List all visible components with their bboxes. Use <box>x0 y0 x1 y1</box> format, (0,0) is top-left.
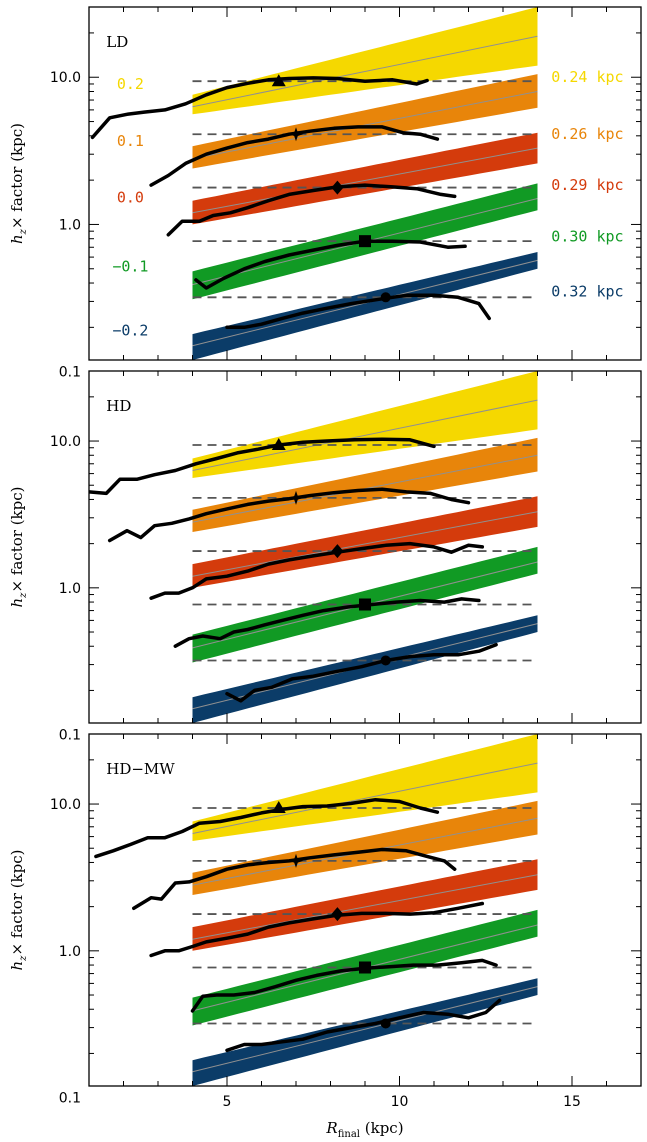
band-orange <box>192 800 538 895</box>
y-tick-label: 10.0 <box>50 70 81 86</box>
profile-line-4 <box>190 958 498 1013</box>
marker-square <box>359 235 371 248</box>
y-axis-label: hz× factor (kpc) <box>8 850 29 971</box>
x-tick-label: 10 <box>391 1094 409 1110</box>
band-midline-red <box>192 874 538 940</box>
y-axis-label: hz× factor (kpc) <box>8 487 29 608</box>
marker-diamond <box>331 544 344 559</box>
y-axis-label-var: h <box>8 961 26 971</box>
y-tick-label: 10.0 <box>50 434 81 450</box>
band-label-right: 0.29 kpc <box>551 176 623 194</box>
band-midline-orange <box>192 91 538 160</box>
profile-line-1 <box>94 797 440 859</box>
band-label-left: −0.2 <box>112 322 148 340</box>
x-axis-label-unit: (kpc) <box>360 1119 404 1137</box>
profile-line-5 <box>225 998 502 1053</box>
band-midline-red <box>192 147 538 214</box>
profile-line-2 <box>132 847 457 911</box>
profile-line-3 <box>149 541 485 600</box>
marker-star <box>289 490 303 505</box>
y-tick-label: 0.1 <box>59 365 81 381</box>
profile-line-2 <box>107 487 471 543</box>
y-axis-label-sub: z <box>18 592 29 599</box>
marker-star <box>289 127 303 142</box>
x-tick-label: 5 <box>223 1094 232 1110</box>
band-yellow <box>192 734 538 841</box>
panel-label: LD <box>106 33 128 51</box>
y-axis-label-var: h <box>8 234 26 244</box>
band-label-right: 0.30 kpc <box>551 227 623 245</box>
profile-line-5 <box>225 642 498 703</box>
panel-2: 0.1 1.0 10.0 HD hz× factor (kpc) <box>8 370 642 744</box>
band-orange <box>192 74 538 169</box>
x-axis-label: Rfinal (kpc) <box>325 1119 403 1140</box>
plot-area <box>90 7 538 360</box>
x-axis-label-var: R <box>325 1119 337 1137</box>
marker-triangle <box>271 74 286 87</box>
band-label-left: −0.1 <box>112 257 148 275</box>
y-axis-label-rest: × factor (kpc) <box>8 850 26 956</box>
y-tick-label: 0.1 <box>59 728 81 744</box>
panel-label: HD−MW <box>106 760 175 778</box>
marker-diamond <box>331 180 344 195</box>
profile-line-3 <box>166 183 457 237</box>
panel-3: 0.1 1.0 10.0 5 10 15 HD−MW hz× factor (kpc) <box>8 733 642 1110</box>
band-midline-yellow <box>192 399 538 471</box>
band-navy <box>192 978 538 1086</box>
plot-area <box>94 734 538 1086</box>
band-orange <box>192 437 538 532</box>
profile-line-1 <box>90 76 429 140</box>
y-axis-label-sub: z <box>18 955 29 962</box>
x-tick-label: 15 <box>563 1094 581 1110</box>
y-tick-label: 10.0 <box>50 797 81 813</box>
marker-circle <box>380 655 391 666</box>
band-label-right: 0.32 kpc <box>551 283 623 301</box>
band-red <box>192 496 538 588</box>
band-label-right: 0.26 kpc <box>551 125 623 143</box>
marker-diamond <box>331 907 344 922</box>
band-label-left: 0.1 <box>117 132 144 150</box>
y-axis-label: hz× factor (kpc) <box>8 123 29 244</box>
band-label-left: 0.2 <box>117 75 144 93</box>
band-midline-navy <box>192 986 538 1073</box>
marker-triangle <box>271 800 286 813</box>
x-axis-label-sub: final <box>338 1129 360 1140</box>
panel-1: 0.1 1.0 10.0 LD 0.2 0.1 0.0 −0.1 −0.2 0.24 kpc 0.2… <box>8 6 642 381</box>
profile-line-4 <box>173 597 481 648</box>
band-midline-red <box>192 511 538 577</box>
y-tick-label: 1.0 <box>59 581 81 597</box>
y-axis-label-rest: × factor (kpc) <box>8 123 26 229</box>
band-label-right: 0.24 kpc <box>551 68 623 86</box>
y-tick-label: 1.0 <box>59 217 81 233</box>
band-yellow <box>192 371 538 478</box>
marker-square <box>359 598 371 611</box>
profile-line-3 <box>149 901 485 958</box>
profile-line-5 <box>225 293 491 330</box>
band-midline-yellow <box>192 762 538 834</box>
y-tick-label: 1.0 <box>59 944 81 960</box>
band-yellow <box>192 7 538 115</box>
y-axis-label-var: h <box>8 598 26 608</box>
band-midline-yellow <box>192 35 538 108</box>
panel-label: HD <box>106 397 131 415</box>
band-navy <box>192 615 538 723</box>
band-label-left: 0.0 <box>117 189 144 207</box>
marker-circle <box>380 1018 391 1029</box>
marker-square <box>359 961 371 974</box>
band-red <box>192 132 538 225</box>
marker-star <box>289 853 303 868</box>
marker-circle <box>380 292 391 303</box>
band-red <box>192 859 538 951</box>
y-tick-label: 0.1 <box>59 1091 81 1107</box>
band-navy <box>192 252 538 360</box>
marker-triangle <box>271 437 286 450</box>
plot-area <box>89 371 538 723</box>
profile-line-1 <box>89 437 436 496</box>
y-axis-label-sub: z <box>18 228 29 235</box>
y-axis-label-rest: × factor (kpc) <box>8 487 26 593</box>
profile-line-4 <box>194 239 467 290</box>
